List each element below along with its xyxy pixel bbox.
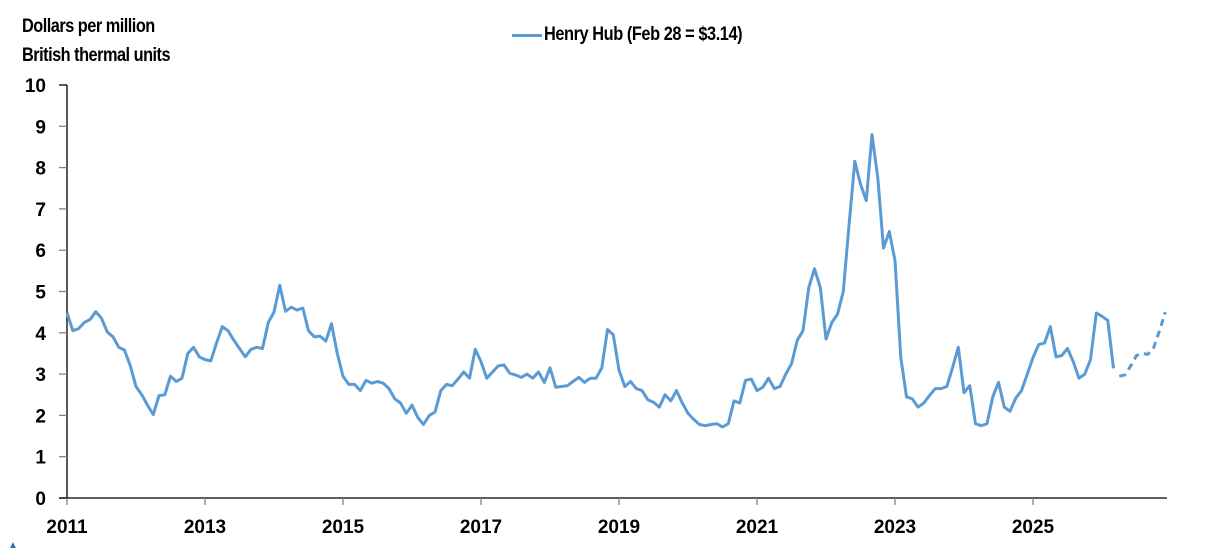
y-axis-title-line1: Dollars per million bbox=[22, 16, 155, 37]
x-tick-label: 2021 bbox=[736, 517, 779, 538]
y-tick-label: 4 bbox=[35, 324, 46, 345]
legend-label: Henry Hub (Feb 28 = $3.14) bbox=[544, 24, 743, 45]
legend-line-swatch-icon bbox=[512, 33, 542, 37]
y-axis: 0 1 2 3 4 5 6 7 8 9 10 bbox=[25, 76, 68, 510]
y-tick-label: 0 bbox=[35, 489, 46, 510]
x-tick-label: 2017 bbox=[460, 517, 502, 538]
y-tick-label: 7 bbox=[35, 200, 46, 221]
x-tick-label: 2019 bbox=[598, 517, 640, 538]
x-axis: 2011 2013 2015 2017 2019 2021 2023 2025 bbox=[46, 497, 1167, 538]
y-axis-title: Dollars per million British thermal unit… bbox=[22, 12, 171, 70]
y-tick-label: 1 bbox=[35, 448, 46, 469]
x-tick-label: 2025 bbox=[1012, 517, 1055, 538]
y-tick-label: 3 bbox=[35, 365, 46, 386]
chart-legend: Henry Hub (Feb 28 = $3.14) bbox=[512, 24, 774, 46]
forecast-line bbox=[1118, 311, 1167, 378]
x-tick-label: 2023 bbox=[874, 517, 916, 538]
y-tick-label: 5 bbox=[35, 283, 46, 304]
series-group bbox=[65, 133, 1167, 429]
brand-logo-icon: ▲ bbox=[8, 540, 18, 550]
henry-hub-line bbox=[65, 133, 1115, 429]
y-tick-label: 10 bbox=[25, 76, 46, 97]
y-tick-label: 9 bbox=[35, 117, 46, 138]
x-tick-label: 2013 bbox=[184, 517, 226, 538]
y-tick-label: 2 bbox=[35, 406, 46, 427]
y-tick-label: 6 bbox=[35, 241, 46, 262]
y-axis-title-line2: British thermal units bbox=[22, 45, 171, 66]
y-tick-label: 8 bbox=[35, 159, 46, 180]
x-tick-label: 2015 bbox=[322, 517, 365, 538]
x-tick-label: 2011 bbox=[46, 517, 88, 538]
